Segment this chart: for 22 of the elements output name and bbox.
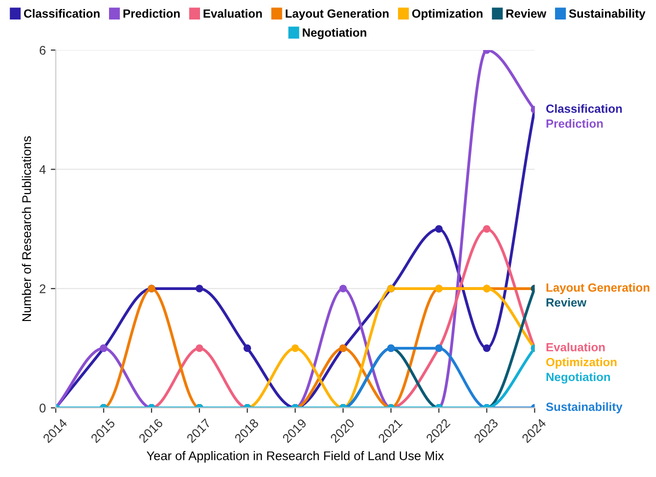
legend-label: Review bbox=[506, 9, 546, 18]
text: Prediction bbox=[546, 119, 603, 128]
text: Classification bbox=[546, 104, 622, 113]
y-tick-label: 2 bbox=[40, 284, 46, 294]
legend-label: Optimization bbox=[412, 9, 482, 20]
y-tick-label: 0 bbox=[40, 404, 46, 412]
y-axis-title: Number of Research Publications bbox=[22, 136, 32, 322]
legend-label: Classification bbox=[24, 9, 100, 18]
text: Layout Generation bbox=[546, 283, 650, 294]
x-axis-title: Year of Application in Research Field of Land Use Mix bbox=[146, 451, 444, 463]
legend-label: Layout Generation bbox=[286, 9, 389, 20]
text: Review bbox=[546, 298, 586, 307]
legend-label: Prediction bbox=[123, 9, 180, 18]
legend-label: Negotiation bbox=[302, 28, 366, 40]
legend-label: Sustainability bbox=[569, 9, 646, 20]
text: Negotiation bbox=[546, 372, 610, 384]
y-tick-label: 4 bbox=[39, 165, 46, 174]
text: Sustainability bbox=[546, 402, 622, 414]
text: Evaluation bbox=[546, 342, 605, 352]
y-tick-label: 6 bbox=[40, 46, 46, 55]
legend-label: Evaluation bbox=[204, 9, 262, 18]
text: Optimization bbox=[546, 358, 617, 369]
